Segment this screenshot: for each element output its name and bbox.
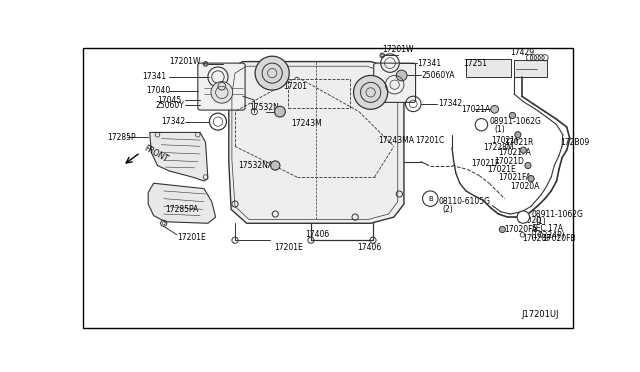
Text: 17228M: 17228M (483, 143, 513, 152)
Text: 17020A: 17020A (510, 182, 540, 191)
Text: SEC.17A: SEC.17A (532, 224, 564, 233)
Text: 25060Y: 25060Y (155, 101, 184, 110)
Circle shape (422, 191, 438, 206)
Text: 17021A: 17021A (461, 105, 490, 114)
Text: FRONT: FRONT (142, 144, 169, 164)
Text: N: N (520, 213, 526, 222)
Text: (2): (2) (443, 205, 454, 214)
FancyBboxPatch shape (198, 63, 245, 110)
Text: 08110-6105G: 08110-6105G (438, 197, 490, 206)
Polygon shape (148, 183, 216, 223)
Circle shape (211, 81, 233, 103)
Text: 17285P: 17285P (107, 132, 136, 141)
Text: 17021FA: 17021FA (499, 173, 531, 182)
Text: 172B09: 172B09 (561, 138, 589, 147)
Polygon shape (229, 62, 404, 223)
Text: 17406: 17406 (358, 243, 381, 253)
Circle shape (499, 226, 506, 232)
Text: 17021E: 17021E (487, 165, 516, 174)
Text: 17251: 17251 (463, 59, 487, 68)
Text: 17201E: 17201E (178, 232, 206, 242)
Text: 17342: 17342 (161, 117, 186, 126)
Circle shape (525, 163, 531, 169)
Bar (288, 78, 349, 108)
Text: 17201E: 17201E (274, 243, 303, 253)
Text: 17201: 17201 (283, 82, 307, 91)
Text: B: B (428, 196, 433, 202)
Circle shape (255, 56, 289, 90)
Text: 17532NA: 17532NA (238, 161, 273, 170)
Text: 17021FA: 17021FA (499, 148, 531, 157)
Text: 17020FB: 17020FB (542, 234, 575, 243)
Text: 17406: 17406 (305, 230, 329, 239)
Text: 17020F: 17020F (522, 234, 550, 243)
Text: (17224P): (17224P) (531, 231, 565, 240)
Text: 17429: 17429 (510, 48, 534, 57)
Text: J17201UJ: J17201UJ (522, 310, 559, 319)
Circle shape (528, 176, 534, 182)
Circle shape (520, 147, 527, 153)
Text: 17532N: 17532N (249, 103, 279, 112)
Text: 17285PA: 17285PA (165, 205, 198, 214)
Circle shape (353, 76, 388, 109)
Text: 17201W: 17201W (382, 45, 413, 54)
FancyBboxPatch shape (374, 63, 415, 102)
Text: 17021F: 17021F (472, 159, 500, 168)
Text: 08911-1062G: 08911-1062G (489, 117, 541, 126)
Circle shape (517, 211, 529, 223)
Text: 17020: 17020 (517, 217, 541, 225)
Text: N: N (479, 120, 484, 129)
Circle shape (271, 161, 280, 170)
Text: (1): (1) (536, 217, 547, 226)
Circle shape (275, 106, 285, 117)
Text: 17341: 17341 (417, 59, 441, 68)
Circle shape (515, 132, 521, 138)
Text: 17342: 17342 (438, 99, 462, 108)
Circle shape (509, 112, 516, 119)
Text: 17020FA: 17020FA (505, 225, 538, 234)
Bar (466, 58, 511, 77)
Circle shape (491, 106, 499, 113)
Text: 17341: 17341 (142, 73, 166, 81)
Text: 08911-1062G: 08911-1062G (531, 209, 583, 218)
Polygon shape (150, 132, 208, 181)
Text: (1): (1) (495, 125, 506, 134)
Text: 25060YA: 25060YA (422, 71, 455, 80)
Text: 17021D: 17021D (495, 157, 525, 166)
Text: 17040: 17040 (146, 86, 170, 95)
Bar (514, 60, 547, 77)
Circle shape (396, 70, 407, 81)
Text: 17243MA: 17243MA (378, 136, 414, 145)
Text: 17045: 17045 (157, 96, 182, 105)
Text: 17201C: 17201C (415, 136, 444, 145)
Text: 17021F: 17021F (491, 136, 519, 145)
Text: 17201W: 17201W (169, 57, 200, 66)
Text: 17243M: 17243M (291, 119, 321, 128)
Text: 17021R: 17021R (505, 138, 534, 147)
Circle shape (476, 119, 488, 131)
